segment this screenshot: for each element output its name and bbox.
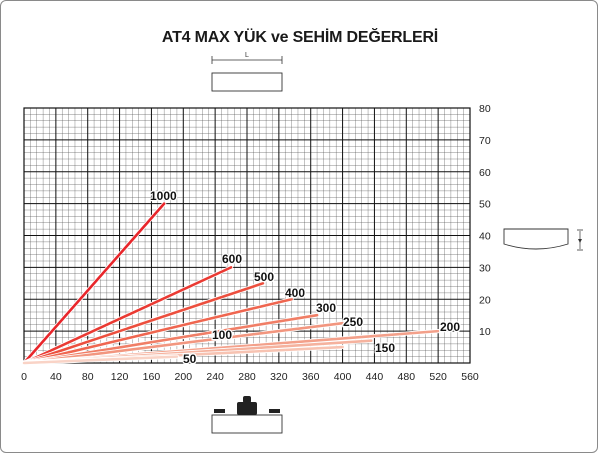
x-tick-label: 360 [302,371,320,383]
x-tick-label: 560 [461,371,479,383]
series-label-1000: 1000 [150,189,177,203]
y-tick-label: 40 [479,231,491,243]
grid [23,107,471,364]
y-tick-label: 10 [479,326,491,338]
beam-length-diagram: L [211,52,283,92]
x-tick-label: 200 [175,371,193,383]
x-tick-label: 160 [143,371,161,383]
plot-border [23,107,471,364]
x-tick-label: 520 [429,371,447,383]
series-label-250: 250 [343,315,363,329]
series-label-600: 600 [222,252,242,266]
x-tick-label: 440 [366,371,384,383]
x-tick-label: 480 [398,371,416,383]
x-tick-label: 40 [50,371,62,383]
x-tick-label: 280 [238,371,256,383]
series-label-100: 100 [212,328,232,342]
y-tick-label: 70 [479,135,491,147]
x-tick-label: 320 [270,371,288,383]
chart-title: AT4 MAX YÜK ve SEHİM DEĞERLERİ [161,29,439,46]
y-tick-label: 20 [479,294,491,306]
y-tick-label: 30 [479,262,491,274]
series-line-1000 [22,202,166,365]
series-line-50 [22,355,179,365]
series-label-400: 400 [285,286,305,300]
series-line-600 [22,266,233,365]
series-label-500: 500 [254,270,274,284]
y-tick-label: 60 [479,167,491,179]
x-tick-label: 80 [82,371,94,383]
load-weight-diagram [211,396,283,434]
series-label-150: 150 [375,341,395,355]
series-line-400 [22,297,293,365]
length-label: L [245,52,249,59]
x-tick-label: 0 [21,371,27,383]
series-line-250 [22,321,344,365]
x-tick-label: 120 [111,371,129,383]
y-tick-label: 50 [479,199,491,211]
series-label-200: 200 [440,320,460,334]
x-tick-label: 240 [206,371,224,383]
deflection-diagram [503,228,583,251]
x-tick-label: 400 [334,371,352,383]
series-label-300: 300 [316,301,336,315]
series-label-50: 50 [183,352,197,366]
y-tick-label: 80 [479,103,491,115]
series-line-500 [22,282,265,365]
